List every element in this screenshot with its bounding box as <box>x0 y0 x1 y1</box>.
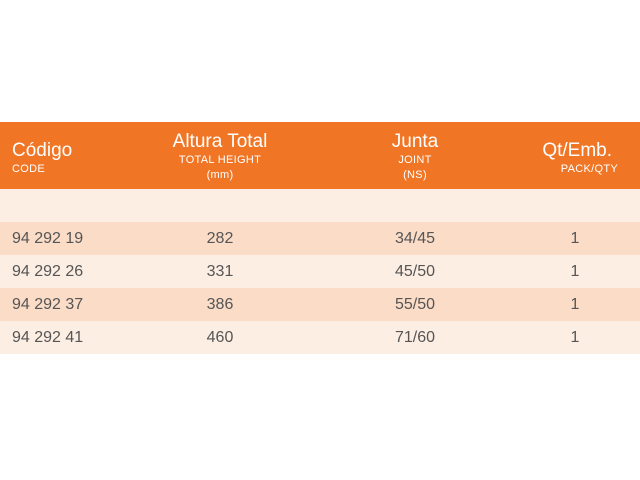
table-row: 94 292 37 386 55/50 1 <box>0 288 640 321</box>
product-table: Código CODE Altura Total TOTAL HEIGHT (m… <box>0 122 640 354</box>
cell-joint: 45/50 <box>394 263 436 280</box>
table-row: 94 292 26 331 45/50 1 <box>0 255 640 288</box>
table-row: 94 292 41 460 71/60 1 <box>0 321 640 354</box>
header-height-unit: (mm) <box>206 169 234 181</box>
cell-qty: 1 <box>570 230 580 247</box>
cell-code: 94 292 41 <box>12 329 84 346</box>
header-height: Altura Total TOTAL HEIGHT (mm) <box>150 131 290 183</box>
cell-height: 331 <box>206 263 234 280</box>
table-spacer-row <box>0 189 640 222</box>
cell-joint: 55/50 <box>394 296 436 313</box>
header-height-sub: TOTAL HEIGHT <box>178 154 262 166</box>
header-joint-sub: JOINT <box>398 154 432 166</box>
table-header: Código CODE Altura Total TOTAL HEIGHT (m… <box>0 122 640 189</box>
header-qty-sub: PACK/QTY <box>560 163 618 175</box>
cell-joint: 71/60 <box>394 329 436 346</box>
header-code-sub: CODE <box>12 163 45 175</box>
cell-qty: 1 <box>570 296 580 313</box>
cell-qty: 1 <box>570 329 580 346</box>
cell-joint: 34/45 <box>394 230 436 247</box>
cell-height: 460 <box>206 329 234 346</box>
header-joint-label: Junta <box>391 131 439 152</box>
cell-code: 94 292 19 <box>12 230 84 247</box>
header-height-label: Altura Total <box>172 131 268 152</box>
header-joint-unit: (NS) <box>403 169 427 181</box>
cell-qty: 1 <box>570 263 580 280</box>
cell-height: 282 <box>206 230 234 247</box>
header-code-label: Código <box>12 140 73 161</box>
cell-code: 94 292 26 <box>12 263 84 280</box>
cell-height: 386 <box>206 296 234 313</box>
header-joint: Junta JOINT (NS) <box>355 131 475 183</box>
header-qty: Qt/Emb. PACK/QTY <box>542 140 617 177</box>
header-code: Código CODE <box>12 140 72 177</box>
table-row: 94 292 19 282 34/45 1 <box>0 222 640 255</box>
cell-code: 94 292 37 <box>12 296 84 313</box>
header-qty-label: Qt/Emb. <box>542 140 612 161</box>
